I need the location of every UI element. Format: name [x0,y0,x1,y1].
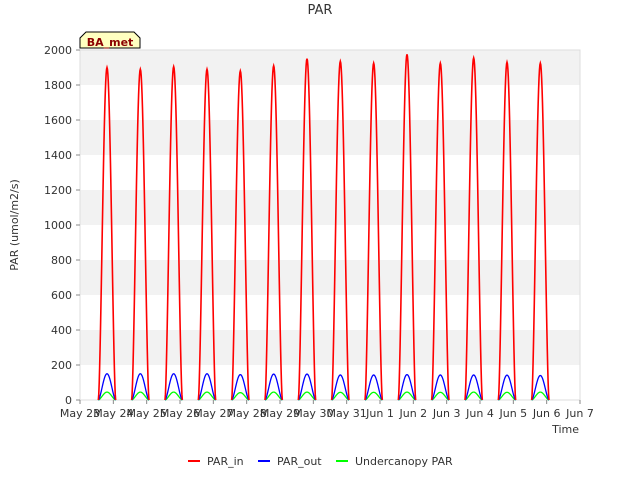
y-tick-label: 1800 [44,79,72,92]
x-tick-label: Jun 5 [498,407,527,420]
grid-band [80,50,580,85]
x-tick-label: May 30 [293,407,333,420]
y-tick-label: 1600 [44,114,72,127]
x-tick-label: May 31 [327,407,367,420]
grid-band [80,190,580,225]
y-tick-label: 1400 [44,149,72,162]
series-line-par_in [97,54,550,401]
legend: PAR_in PAR_out Undercanopy PAR [188,455,453,468]
series-line-undercanopy-par [98,391,550,401]
y-tick-label: 800 [51,254,72,267]
y-tick-label: 600 [51,289,72,302]
y-axis: 0 200 400 600 800 1000 1200 1400 1600 1800 2000 [44,44,80,407]
y-tick-label: 2000 [44,44,72,57]
x-tick-label: Jun 6 [532,407,561,420]
x-tick-label: Jun 7 [565,407,594,420]
grid-band [80,120,580,155]
y-tick-label: 400 [51,324,72,337]
site-badge-box [79,31,141,49]
grid-band [80,155,580,190]
grid-band [80,295,580,330]
legend-label: PAR_out [277,455,322,468]
x-tick-label: May 25 [127,407,167,420]
grid-band [80,330,580,365]
y-tick-label: 1000 [44,219,72,232]
grid-bands [80,50,580,400]
x-tick-label: May 24 [93,407,133,420]
x-tick-label: Jun 4 [465,407,494,420]
x-tick-label: May 29 [260,407,300,420]
chart-title: PAR [308,3,333,18]
y-tick-label: 200 [51,359,72,372]
x-tick-label: May 27 [193,407,233,420]
x-tick-label: Jun 1 [365,407,394,420]
x-axis-label: Time [551,423,579,436]
x-tick-label: May 28 [227,407,267,420]
x-tick-label: Jun 3 [432,407,461,420]
legend-label: PAR_in [207,455,244,468]
y-tick-label: 0 [65,394,72,407]
y-axis-label: PAR (umol/m2/s) [8,179,21,271]
site-badge: BA_met [79,31,141,49]
legend-label: Undercanopy PAR [355,455,453,468]
y-tick-label: 1200 [44,184,72,197]
series-line-par_out [97,373,550,401]
grid-band [80,85,580,120]
grid-band [80,225,580,260]
x-tick-label: Jun 2 [398,407,427,420]
x-tick-label: May 23 [60,407,100,420]
series-layer [97,54,550,401]
x-tick-label: May 26 [160,407,200,420]
grid-band [80,260,580,295]
grid-band [80,365,580,400]
site-badge-label: BA_met [87,36,134,49]
